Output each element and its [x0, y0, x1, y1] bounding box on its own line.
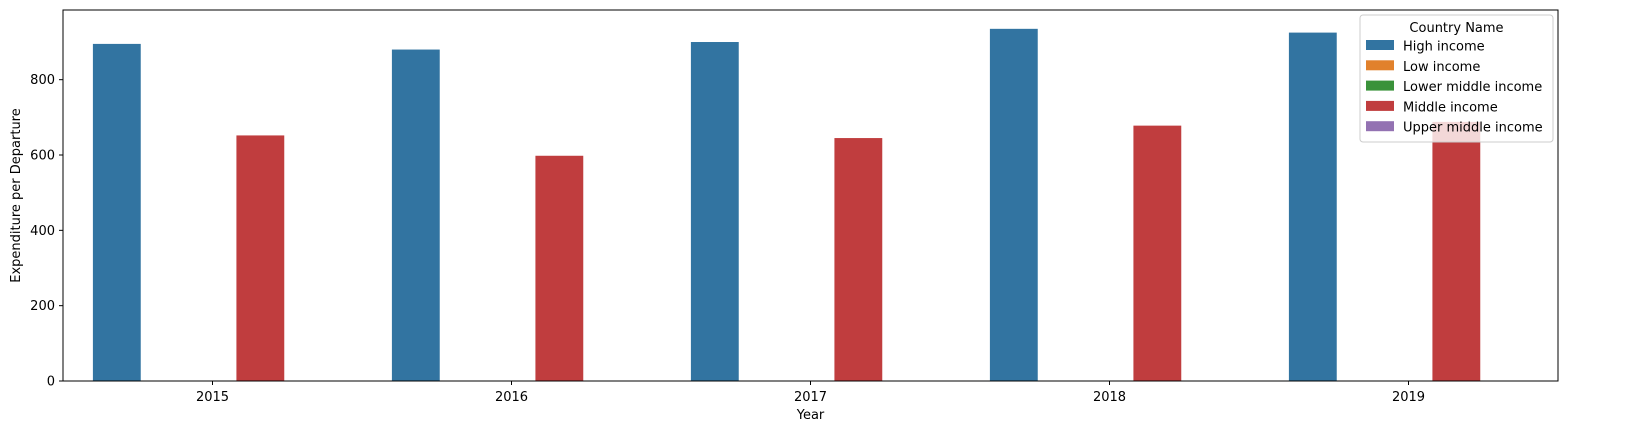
x-axis-label: Year — [796, 408, 825, 423]
bar-middle-income-2017 — [834, 138, 883, 381]
y-tick-label: 200 — [30, 299, 55, 314]
legend-swatch — [1366, 80, 1394, 91]
legend-entry-label: Low income — [1403, 60, 1480, 75]
y-tick-label: 0 — [47, 375, 55, 390]
bar-middle-income-2018 — [1133, 125, 1182, 381]
legend: Country Name High income Low income Lower … — [1359, 14, 1554, 143]
legend-items: High income Low income Lower middle income… — [1366, 40, 1543, 136]
bar-middle-income-2015 — [236, 135, 285, 381]
y-tick-label: 400 — [30, 224, 55, 239]
legend-swatch — [1366, 40, 1394, 50]
bar-middle-income-2019 — [1432, 121, 1481, 381]
x-tick-label: 2019 — [1392, 390, 1425, 405]
legend-entry-label: Lower middle income — [1403, 80, 1542, 95]
x-tick-label: 2018 — [1093, 390, 1126, 405]
x-axis: 2015 2016 2017 2018 2019 — [196, 381, 1425, 405]
bar-high-income-2019 — [1288, 32, 1337, 381]
y-axis-label: Expenditure per Departure — [9, 108, 24, 282]
legend-entry-label: Middle income — [1403, 100, 1498, 115]
y-axis: 0 200 400 600 800 — [30, 73, 63, 390]
legend-title: Country Name — [1409, 21, 1503, 36]
legend-swatch — [1366, 100, 1394, 111]
bars-layer — [92, 28, 1481, 382]
bar-middle-income-2016 — [535, 155, 584, 381]
legend-entry-label: Upper middle income — [1403, 121, 1543, 136]
bar-high-income-2017 — [690, 42, 739, 381]
y-tick-label: 600 — [30, 149, 55, 164]
legend-swatch — [1366, 60, 1394, 71]
y-tick-label: 800 — [30, 73, 55, 88]
plot-frame — [62, 9, 1559, 382]
bar-high-income-2016 — [391, 49, 440, 382]
legend-swatch — [1366, 121, 1394, 132]
legend-box — [1359, 14, 1554, 143]
x-tick-label: 2015 — [196, 390, 229, 405]
bar-high-income-2018 — [989, 28, 1038, 381]
legend-entry-label: High income — [1403, 40, 1485, 55]
x-tick-label: 2016 — [495, 390, 528, 405]
x-tick-label: 2017 — [794, 390, 827, 405]
bar-high-income-2015 — [92, 43, 141, 382]
